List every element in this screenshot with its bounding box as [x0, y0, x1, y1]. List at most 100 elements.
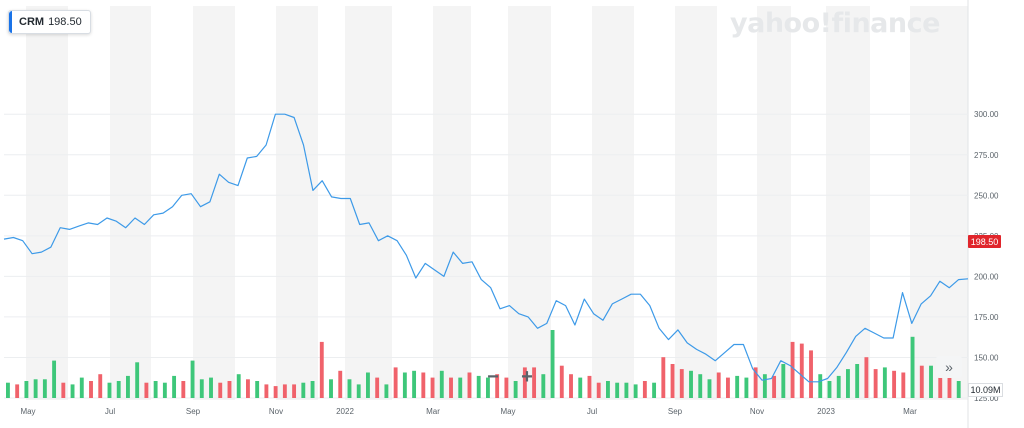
- volume-bar: [116, 381, 121, 398]
- volume-bar: [855, 364, 860, 398]
- month-band: [433, 6, 471, 400]
- volume-bar: [255, 381, 260, 398]
- volume-bar: [439, 370, 444, 398]
- volume-bar: [135, 362, 140, 398]
- volume-bar: [70, 384, 75, 398]
- volume-bar: [338, 370, 343, 398]
- ticker-symbol: CRM: [19, 16, 45, 28]
- y-tick-label: 175.00: [974, 313, 999, 322]
- volume-bar: [679, 369, 684, 398]
- month-band: [26, 6, 68, 400]
- volume-bar: [393, 367, 398, 398]
- volume-bar: [633, 384, 638, 398]
- volume-bar: [273, 386, 278, 398]
- volume-bar: [864, 357, 869, 398]
- volume-bar: [956, 381, 961, 398]
- x-tick-label: Nov: [750, 407, 764, 416]
- volume-bar: [661, 357, 666, 398]
- y-tick-label: 125.00: [974, 394, 999, 403]
- ticker-label[interactable]: CRM 198.50: [8, 10, 91, 34]
- volume-bar: [532, 367, 537, 398]
- price-line: [3, 113, 969, 383]
- volume-bar: [310, 381, 315, 398]
- volume-bar: [218, 382, 223, 398]
- volume-bar: [6, 382, 10, 398]
- y-axis: 300.00275.00250.00225.00200.00175.00150.…: [974, 110, 999, 403]
- x-tick-label: Sep: [668, 407, 683, 416]
- x-tick-label: May: [500, 407, 515, 416]
- volume-bar: [809, 350, 813, 398]
- month-band: [276, 6, 318, 400]
- volume-bar: [402, 372, 407, 398]
- volume-bar: [707, 379, 712, 398]
- volume-bar: [347, 379, 352, 398]
- volume-bar: [587, 375, 592, 398]
- volume-bar: [384, 384, 389, 398]
- volume-bar: [236, 374, 241, 398]
- volume-bar: [98, 374, 103, 398]
- volume-bar: [901, 372, 906, 398]
- volume-bar: [827, 381, 832, 398]
- volume-bar: [412, 370, 417, 398]
- volume-bar: [624, 382, 629, 398]
- volume-bar: [892, 370, 897, 398]
- month-band: [592, 6, 634, 400]
- volume-bar: [550, 330, 555, 398]
- volume-bar: [209, 377, 213, 398]
- volume-bar: [227, 381, 232, 398]
- volume-bar: [24, 381, 29, 398]
- x-tick-label: Mar: [426, 407, 440, 416]
- volume-bar: [292, 384, 297, 398]
- last-price-tag: 198.50: [968, 235, 1001, 248]
- volume-bar: [42, 379, 47, 398]
- volume-bar: [698, 374, 703, 398]
- volume-bar: [495, 374, 500, 398]
- zoom-in-button[interactable]: +: [521, 365, 533, 388]
- yahoo-finance-logo: yahoo!finance: [730, 8, 940, 39]
- volume-bar: [541, 374, 546, 398]
- volume-bar: [947, 375, 952, 398]
- volume-bars: [6, 330, 961, 398]
- volume-bar: [181, 381, 186, 398]
- month-band: [675, 6, 717, 400]
- x-tick-label: 2023: [817, 407, 835, 416]
- y-tick-label: 250.00: [974, 191, 999, 200]
- volume-bar: [264, 384, 269, 398]
- volume-bar: [52, 360, 57, 398]
- volume-bar: [282, 384, 287, 398]
- volume-bar: [596, 382, 601, 398]
- volume-bar: [522, 367, 527, 398]
- volume-bar: [430, 377, 435, 398]
- volume-bar: [799, 343, 804, 398]
- volume-bar: [744, 377, 749, 398]
- volume-bar: [772, 375, 777, 398]
- volume-bar: [421, 372, 426, 398]
- volume-bar: [642, 381, 647, 398]
- y-tick-label: 300.00: [974, 110, 999, 119]
- x-tick-label: Sep: [186, 407, 201, 416]
- volume-bar: [162, 382, 167, 398]
- volume-bar: [504, 377, 509, 398]
- x-tick-label: May: [20, 407, 35, 416]
- volume-bar: [615, 382, 620, 398]
- volume-bar: [190, 360, 195, 398]
- volume-bar: [199, 379, 204, 398]
- volume-bar: [938, 374, 943, 398]
- y-tick-label: 275.00: [974, 151, 999, 160]
- volume-bar: [652, 382, 657, 398]
- zoom-out-button[interactable]: −: [487, 365, 499, 388]
- volume-bar: [910, 336, 915, 398]
- volume-bar: [79, 377, 84, 398]
- volume-bar: [329, 379, 333, 398]
- volume-bar: [689, 370, 693, 398]
- volume-bar: [476, 375, 481, 398]
- month-band: [345, 6, 392, 400]
- scroll-forward-button[interactable]: »: [936, 356, 962, 378]
- month-band: [826, 6, 870, 400]
- price-line-group: [3, 113, 969, 383]
- volume-bar: [818, 374, 823, 398]
- volume-bar: [781, 364, 786, 398]
- volume-bar: [458, 377, 463, 398]
